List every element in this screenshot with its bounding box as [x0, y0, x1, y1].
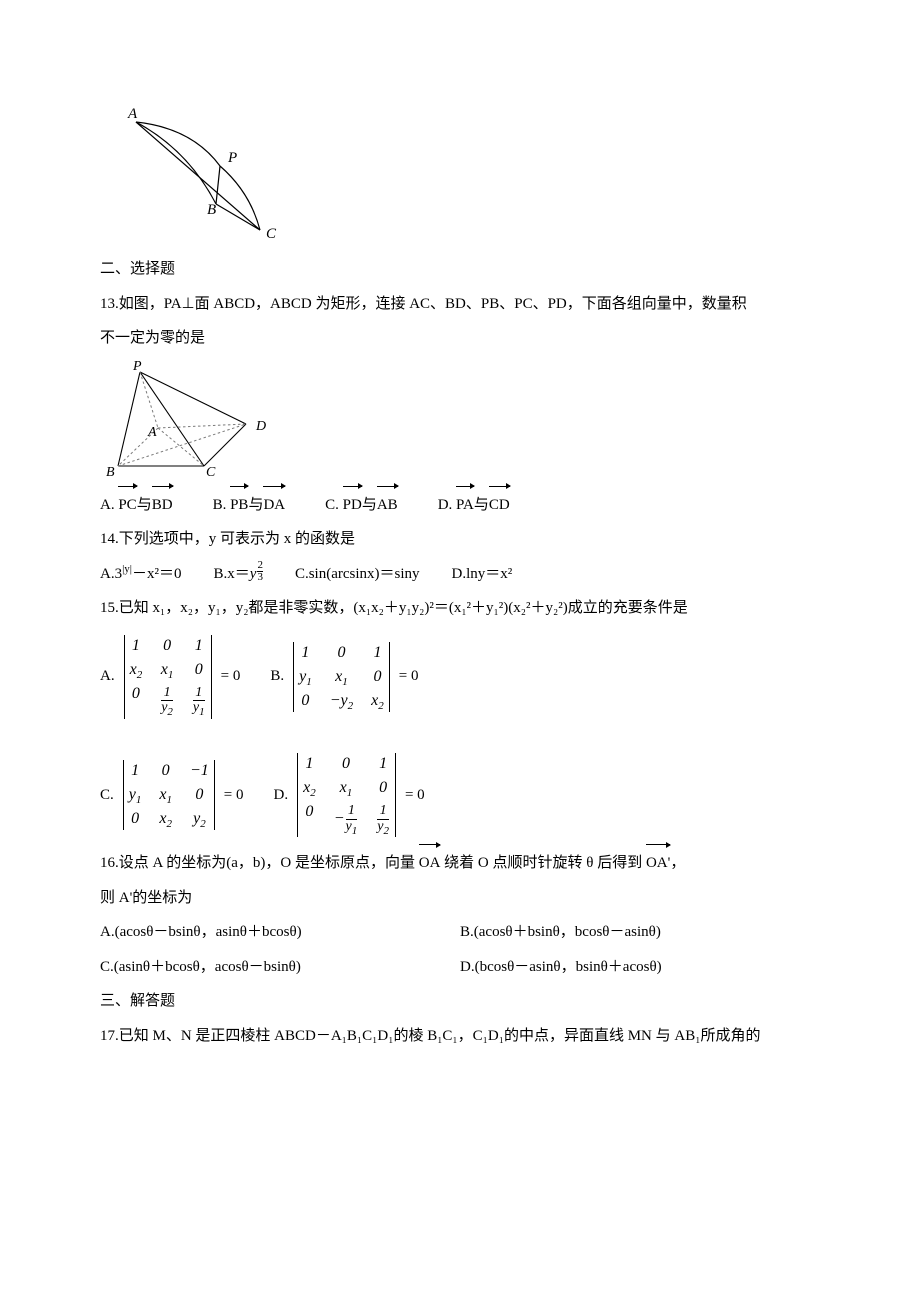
q13-opt-B: B. PB与DA: [213, 488, 286, 523]
q16-options: A.(acosθ－bsinθ，asinθ＋bcosθ) B.(acosθ＋bsi…: [100, 915, 820, 984]
det-cell: y1: [299, 669, 312, 685]
det-cell: y1: [129, 787, 142, 803]
q14-stem: 14.下列选项中，y 可表示为 x 的函数是: [100, 522, 820, 557]
q16-stem-line1: 16.设点 A 的坐标为(a，b)，O 是坐标原点，向量 OA 绕着 O 点顺时…: [100, 846, 820, 881]
det-cell: 0: [371, 669, 384, 685]
det-cell: 1y1: [192, 686, 206, 716]
det-cell: 0: [159, 763, 172, 779]
det-cell: 0: [299, 693, 312, 709]
det-cell: 1: [130, 638, 143, 654]
det-cell: −y2: [330, 693, 353, 709]
q12-figure: A P B C: [100, 104, 280, 244]
q13-D-label: D.: [438, 497, 453, 513]
fig12-label-C: C: [266, 226, 277, 242]
det-cell: 1: [192, 638, 206, 654]
q15-opt-A: A. 101x2x1001y21y1 = 0: [100, 632, 270, 722]
det-cell: 0: [130, 686, 143, 716]
q14-opt-A: A.3|y|－x²＝0: [100, 557, 182, 592]
vector-PB: PB: [230, 488, 248, 523]
vector-AB: AB: [377, 488, 398, 523]
q13-fig-P: P: [132, 360, 142, 374]
det-cell: 0: [330, 645, 353, 661]
fraction-2-3: 23: [257, 560, 263, 583]
section-2-title: 二、选择题: [100, 252, 820, 287]
determinant-C: 1 0 −1 y1 x1 0 0 x2 y2: [120, 757, 218, 833]
determinant-B: 1 0 1 y1 x1 0 0 −y2 x2: [290, 639, 393, 715]
q14-options: A.3|y|－x²＝0 B.x＝y23 C.sin(arcsinx)＝siny …: [100, 557, 820, 592]
q13-opt-D: D. PA与CD: [438, 488, 510, 523]
det-cell: 1y2: [160, 686, 174, 716]
q13-fig-D: D: [255, 419, 266, 434]
q15-options: A. 101x2x1001y21y1 = 0 B. 101y1x100−y2x2…: [100, 626, 820, 847]
det-cell: 0: [192, 662, 206, 678]
det-cell: 1: [129, 763, 142, 779]
vector-OA: OA: [419, 846, 441, 881]
q13-A-label: A.: [100, 497, 115, 513]
det-cell: x2: [303, 780, 316, 796]
det-cell: 0: [303, 804, 316, 834]
q16-opt-B: B.(acosθ＋bsinθ，bcosθ－asinθ): [460, 915, 820, 950]
q16-opt-C: C.(asinθ＋bcosθ，acosθ－bsinθ): [100, 950, 460, 985]
fig12-label-P: P: [227, 150, 237, 166]
det-cell: −1y1: [334, 804, 359, 834]
section-3-title: 三、解答题: [100, 984, 820, 1019]
det-cell: x2: [159, 811, 172, 827]
vector-DA: DA: [263, 488, 285, 523]
det-cell: y2: [190, 811, 209, 827]
vector-BD: BD: [152, 488, 173, 523]
q13-fig-B: B: [106, 465, 115, 480]
vector-OA-prime: OA': [646, 846, 670, 881]
q13-fig-C: C: [206, 465, 216, 480]
det-cell: x1: [330, 669, 353, 685]
det-cell: 0: [334, 756, 359, 772]
q15-stem: 15.已知 x₁，x₂，y₁，y₂都是非零实数，(x₁x₂＋y₁y₂)²＝(x₁…: [100, 591, 820, 626]
det-cell: 0: [160, 638, 174, 654]
vector-PC: PC: [118, 488, 136, 523]
exam-page: A P B C 二、选择题 13.如图，PA⊥面 ABCD，ABCD 为矩形，连…: [0, 0, 920, 1093]
det-cell: 1: [303, 756, 316, 772]
det-cell: 1: [299, 645, 312, 661]
det-cell: x1: [159, 787, 172, 803]
q17-stem: 17.已知 M、N 是正四棱柱 ABCD－A₁B₁C₁D₁的棱 B₁C₁，C₁D…: [100, 1019, 820, 1054]
q13-C-label: C.: [325, 497, 339, 513]
q15-opt-D: D. 101x2x100−1y11y2 = 0: [274, 750, 455, 840]
det-cell: x1: [334, 780, 359, 796]
q15-opt-C: C. 10−1y1x100x2y2 = 0: [100, 757, 274, 833]
det-cell: 1: [371, 645, 384, 661]
determinant-A: 1 0 1 x2 x1 0 0 1y2 1y1: [121, 632, 215, 722]
det-cell: 0: [376, 780, 390, 796]
q16-opt-D: D.(bcosθ－asinθ，bsinθ＋acosθ): [460, 950, 820, 985]
q15-opt-B: B. 101y1x100−y2x2 = 0: [270, 639, 448, 715]
det-cell: 0: [190, 787, 209, 803]
q13-opt-A: A. PC与BD: [100, 488, 173, 523]
q13-fig-A: A: [147, 425, 157, 440]
vector-PD: PD: [343, 488, 362, 523]
fig12-label-A: A: [127, 106, 138, 122]
vector-PA: PA: [456, 488, 474, 523]
det-cell: 0: [129, 811, 142, 827]
q13-B-label: B.: [213, 497, 227, 513]
fig12-label-B: B: [207, 202, 216, 218]
q13-opt-C: C. PD与AB: [325, 488, 398, 523]
vector-CD: CD: [489, 488, 510, 523]
q14-opt-C: C.sin(arcsinx)＝siny: [295, 557, 420, 592]
det-cell: x2: [130, 662, 143, 678]
q14-opt-B: B.x＝y23: [214, 557, 263, 592]
q16-opt-A: A.(acosθ－bsinθ，asinθ＋bcosθ): [100, 915, 460, 950]
q13-stem-b: 不一定为零的是: [100, 321, 820, 356]
q16-stem-line2: 则 A'的坐标为: [100, 881, 820, 916]
q13-stem-a: 13.如图，PA⊥面 ABCD，ABCD 为矩形，连接 AC、BD、PB、PC、…: [100, 287, 820, 322]
q14-opt-D: D.lny＝x²: [452, 557, 513, 592]
det-cell: −1: [190, 763, 209, 779]
det-cell: x2: [371, 693, 384, 709]
q13-figure: P A B C D: [100, 360, 270, 480]
det-cell: 1y2: [376, 804, 390, 834]
det-cell: x1: [160, 662, 174, 678]
determinant-D: 1 0 1 x2 x1 0 0 −1y1 1y2: [294, 750, 399, 840]
det-cell: 1: [376, 756, 390, 772]
q13-options: A. PC与BD B. PB与DA C. PD与AB D. PA与CD: [100, 488, 820, 523]
